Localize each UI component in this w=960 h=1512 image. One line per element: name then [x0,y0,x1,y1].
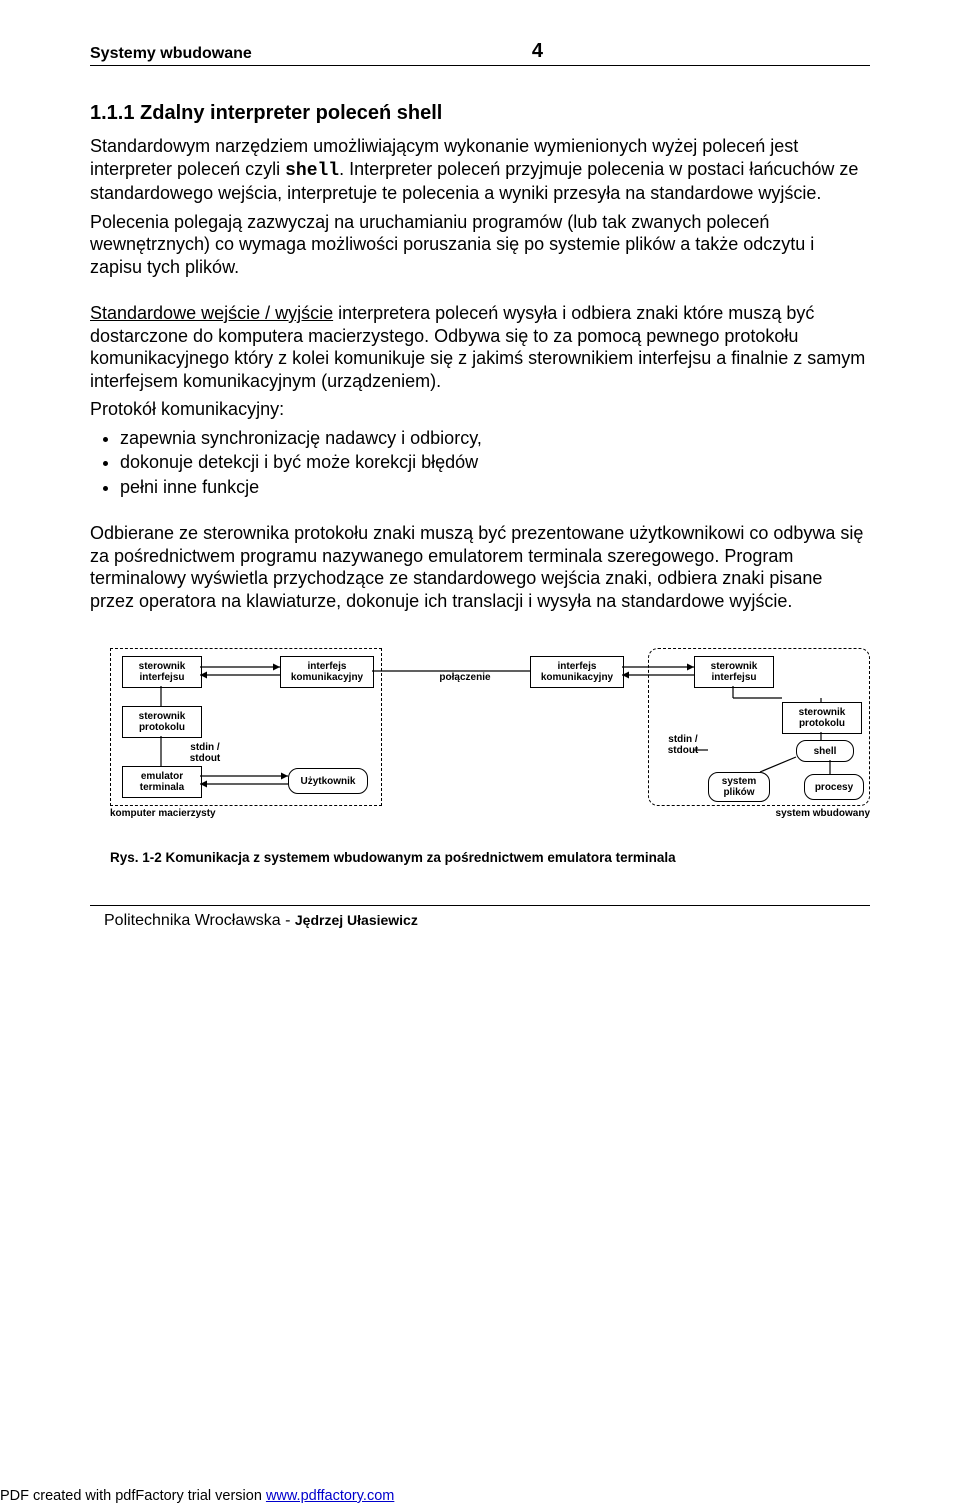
figure-caption: Rys. 1-2 Komunikacja z systemem wbudowan… [110,850,870,865]
footer-author: Jędrzej Ułasiewicz [295,912,418,928]
node-sterownik-protokolu-right: sterownik protokolu [782,702,862,734]
node-emulator-terminala: emulator terminala [122,766,202,798]
footer-rule [90,905,870,906]
bullet-3: pełni inne funkcje [120,476,870,499]
label-polaczenie: połączenie [430,672,500,683]
node-uzytkownik: Użytkownik [288,768,368,794]
paragraph-4: Protokół komunikacyjny: [90,398,870,421]
paragraph-2: Polecenia polegają zazwyczaj na uruchami… [90,211,870,279]
page: Systemy wbudowane 4 1.1.1 Zdalny interpr… [0,0,960,1512]
section-heading: 1.1.1 Zdalny interpreter poleceń shell [90,102,870,125]
paragraph-5: Odbierane ze sterownika protokołu znaki … [90,522,870,612]
diagram-wrap: sterownik interfejsu interfejs komunikac… [90,642,870,865]
bullet-list: zapewnia synchronizację nadawcy i odbior… [90,427,870,499]
node-sterownik-protokolu-left: sterownik protokolu [122,706,202,738]
diagram: sterownik interfejsu interfejs komunikac… [110,642,870,842]
pdf-text: PDF created with pdfFactory trial versio… [0,1488,266,1504]
page-header: Systemy wbudowane 4 [90,40,870,63]
p1-mono: shell [285,161,339,181]
node-shell: shell [796,740,854,762]
label-stdin-right: stdin / stdout [658,734,708,756]
node-sterownik-interfejsu-right: sterownik interfejsu [694,656,774,688]
paragraph-3: Standardowe wejście / wyjście interprete… [90,302,870,392]
bullet-1: zapewnia synchronizację nadawcy i odbior… [120,427,870,450]
pdf-link[interactable]: www.pdffactory.com [266,1488,394,1504]
label-system-wbudowany: system wbudowany [760,808,870,819]
bullet-2: dokonuje detekcji i być może korekcji bł… [120,451,870,474]
node-procesy: procesy [804,774,864,800]
footer-sep: - [281,912,295,929]
page-footer: Politechnika Wrocławska - Jędrzej Ułasie… [90,912,870,930]
label-stdin-left: stdin / stdout [180,742,230,764]
paragraph-1: Standardowym narzędziem umożliwiającym w… [90,135,870,205]
node-sterownik-interfejsu-left: sterownik interfejsu [122,656,202,688]
pdf-credit: PDF created with pdfFactory trial versio… [0,1488,394,1504]
node-interfejs-kom-left: interfejs komunikacyjny [280,656,374,688]
p3-underline: Standardowe wejście / wyjście [90,303,333,323]
node-interfejs-kom-right: interfejs komunikacyjny [530,656,624,688]
header-title: Systemy wbudowane [90,45,252,63]
header-rule [90,65,870,66]
page-number: 4 [532,40,543,63]
footer-university: Politechnika Wrocławska [104,912,281,929]
node-system-plikow: system plików [708,772,770,802]
label-komputer-macierzysty: komputer macierzysty [110,808,216,819]
